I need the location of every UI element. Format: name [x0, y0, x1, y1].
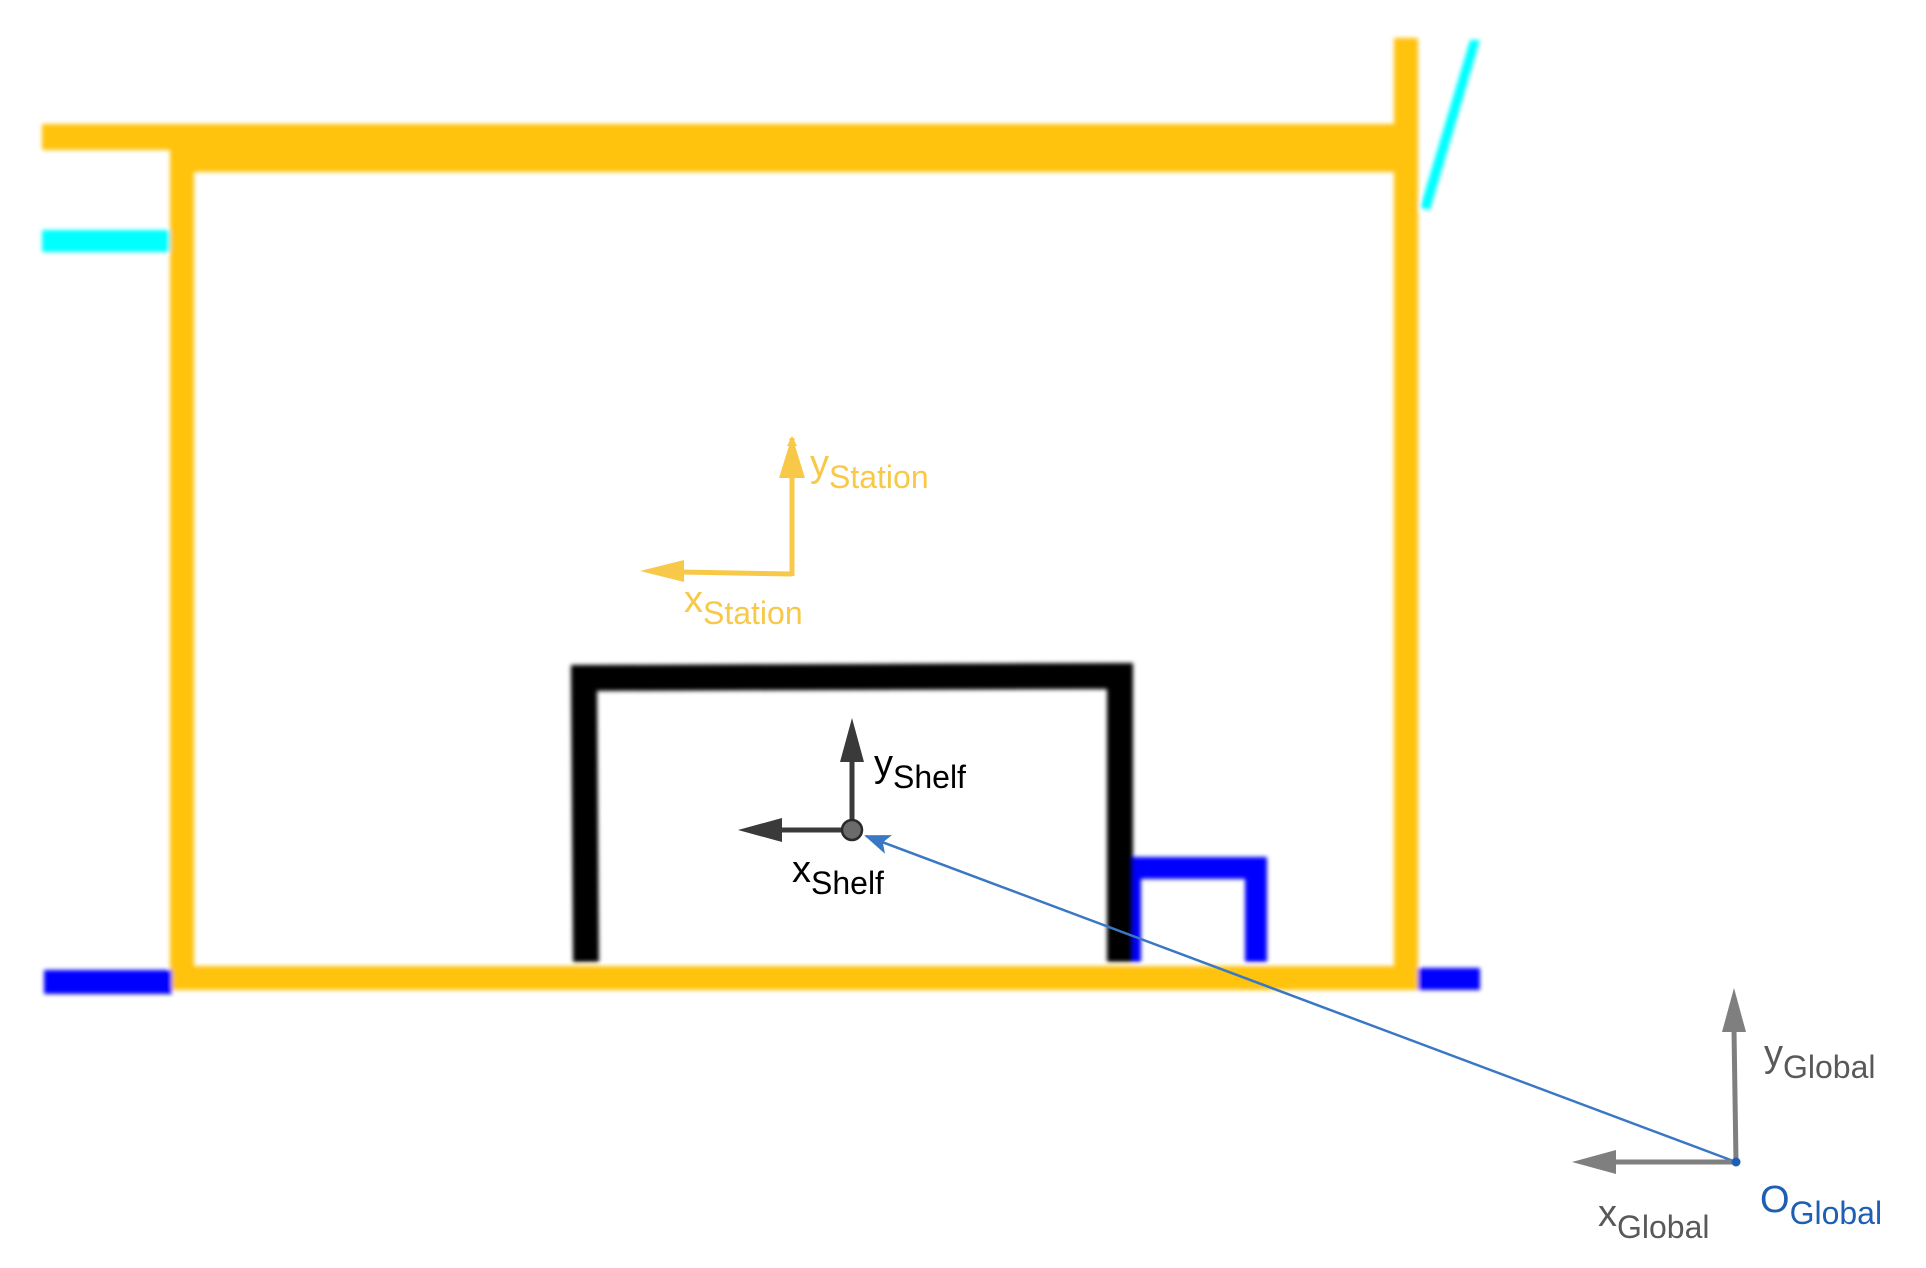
global-x-label-sub: Global — [1617, 1209, 1710, 1245]
cyan-diagonal-segment — [1420, 40, 1480, 210]
global-y-label: yGlobal — [1764, 1033, 1876, 1085]
station-y-label: yStation — [810, 443, 929, 495]
station-top-beam-lower — [170, 150, 1418, 172]
station-y-arrowhead — [779, 436, 805, 478]
shelf-origin-point — [840, 818, 864, 842]
position-vector — [864, 834, 1737, 1164]
station-x-label-main: x — [684, 579, 703, 621]
station-floor — [170, 966, 1418, 990]
global-y-label-main: y — [1764, 1033, 1783, 1075]
shelf-x-arrowhead — [738, 818, 782, 842]
blue-floor-right — [1418, 968, 1480, 990]
global-origin-label-main: O — [1760, 1179, 1790, 1221]
station-right-wall — [1394, 38, 1418, 990]
shelf-x-label-main: x — [792, 849, 811, 891]
blue-bracket — [1119, 857, 1267, 962]
global-x-label: xGlobal — [1598, 1193, 1710, 1245]
shelf-y-label-sub: Shelf — [893, 759, 966, 795]
global-frame: yGlobal xGlobal OGlobal — [1572, 988, 1882, 1245]
station-frame: yStation xStation — [640, 436, 929, 631]
global-origin-label: OGlobal — [1760, 1179, 1882, 1231]
shelf-x-label: xShelf — [792, 849, 884, 901]
global-origin-label-sub: Global — [1790, 1195, 1883, 1231]
station-x-axis — [679, 569, 793, 577]
shelf-y-label: yShelf — [874, 743, 966, 795]
shelf-y-label-main: y — [874, 743, 893, 785]
blue-floor-left — [44, 970, 172, 994]
station-x-arrowhead — [640, 560, 684, 582]
station-y-label-main: y — [810, 443, 829, 485]
global-y-label-sub: Global — [1783, 1049, 1876, 1085]
global-x-arrowhead — [1572, 1150, 1616, 1174]
global-x-label-main: x — [1598, 1193, 1617, 1235]
global-y-arrowhead — [1722, 988, 1746, 1032]
station-x-label-sub: Station — [703, 595, 803, 631]
global-origin-point — [1731, 1157, 1741, 1167]
station-x-label: xStation — [684, 579, 803, 631]
station-top-beam — [42, 124, 1418, 150]
shelf-y-arrowhead — [840, 718, 864, 762]
station-y-label-sub: Station — [829, 459, 929, 495]
station-left-wall — [170, 140, 194, 990]
cyan-left-segment — [42, 230, 170, 252]
station-walls — [42, 38, 1480, 994]
global-y-axis — [1731, 1029, 1739, 1163]
shelf-frame: yShelf xShelf — [738, 718, 966, 901]
shelf-x-label-sub: Shelf — [811, 865, 884, 901]
shelf-outline — [570, 662, 1133, 963]
